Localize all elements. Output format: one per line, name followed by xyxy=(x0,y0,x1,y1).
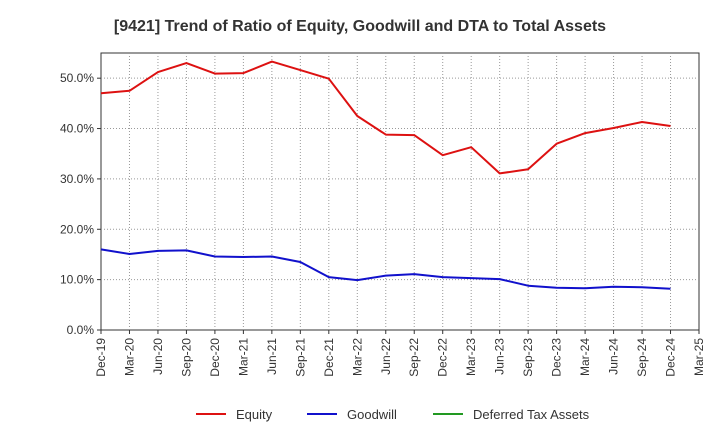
x-tick-label: Sep-24 xyxy=(635,338,649,377)
x-tick-label: Jun-23 xyxy=(493,338,507,375)
x-tick-label: Mar-22 xyxy=(350,338,364,376)
series-line-goodwill xyxy=(100,248,671,290)
series-line-equity xyxy=(100,60,671,175)
y-tick-label: 10.0% xyxy=(60,273,94,287)
x-tick-label: Dec-24 xyxy=(664,338,678,377)
y-tick-label: 50.0% xyxy=(60,71,94,85)
x-tick-label: Dec-23 xyxy=(550,338,564,377)
legend-label: Deferred Tax Assets xyxy=(473,407,590,422)
chart-title: [9421] Trend of Ratio of Equity, Goodwil… xyxy=(114,18,606,35)
x-tick-label: Mar-25 xyxy=(692,338,706,376)
x-tick-label: Dec-20 xyxy=(208,338,222,377)
plot-area xyxy=(100,52,700,331)
y-tick-label: 20.0% xyxy=(60,222,94,236)
grid xyxy=(101,53,699,330)
y-tick-label: 0.0% xyxy=(67,323,95,337)
x-axis: Dec-19 Mar-20 Jun-20 Sep-20 Dec-20 Mar-21 Jun-… xyxy=(94,330,706,377)
x-tick-label: Mar-20 xyxy=(122,338,136,376)
x-tick-label: Sep-23 xyxy=(521,338,535,377)
series-group xyxy=(100,60,671,290)
x-tick-label: Mar-21 xyxy=(236,338,250,376)
y-tick-label: 40.0% xyxy=(60,122,94,136)
x-tick-label: Jun-21 xyxy=(265,338,279,375)
x-tick-label: Mar-24 xyxy=(578,338,592,376)
y-axis: 0.0% 10.0% 20.0% 30.0% 40.0% 50.0% xyxy=(60,71,101,337)
legend-label: Goodwill xyxy=(347,407,397,422)
x-tick-label: Sep-20 xyxy=(179,338,193,377)
legend: Equity Goodwill Deferred Tax Assets xyxy=(196,407,590,422)
x-tick-label: Dec-21 xyxy=(322,338,336,377)
x-tick-label: Dec-22 xyxy=(436,338,450,377)
legend-label: Equity xyxy=(236,407,273,422)
y-tick-label: 30.0% xyxy=(60,172,94,186)
x-tick-label: Sep-22 xyxy=(407,338,421,377)
x-tick-label: Sep-21 xyxy=(293,338,307,377)
x-tick-label: Jun-20 xyxy=(151,338,165,375)
x-tick-label: Mar-23 xyxy=(464,338,478,376)
x-tick-label: Jun-24 xyxy=(607,338,621,375)
x-tick-label: Jun-22 xyxy=(379,338,393,375)
x-tick-label: Dec-19 xyxy=(94,338,108,377)
